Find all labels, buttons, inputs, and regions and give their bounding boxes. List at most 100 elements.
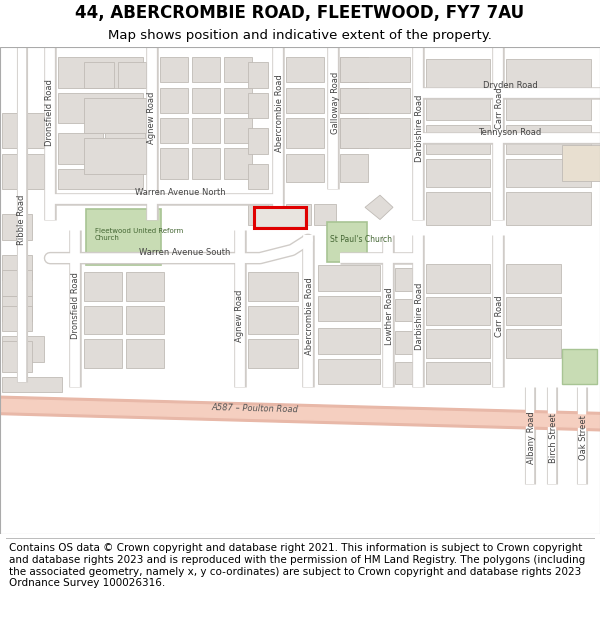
Bar (506, 159, 591, 187)
Bar (506, 192, 591, 224)
Bar (160, 88, 188, 113)
Bar (318, 265, 380, 291)
Bar (340, 88, 410, 113)
Bar (286, 88, 324, 113)
Bar (58, 92, 143, 123)
Polygon shape (0, 396, 600, 431)
Bar (192, 57, 220, 82)
Text: Galloway Road: Galloway Road (331, 72, 340, 134)
Bar (84, 272, 122, 301)
Bar (426, 91, 490, 120)
Text: A587 – Poulton Road: A587 – Poulton Road (211, 402, 299, 414)
Bar (286, 57, 324, 82)
Bar (224, 88, 252, 113)
Bar (426, 264, 490, 292)
Text: Fleetwood United Reform
Church: Fleetwood United Reform Church (95, 228, 183, 241)
Bar (255, 208, 305, 227)
Bar (2, 336, 44, 362)
Bar (340, 57, 410, 82)
Bar (254, 208, 306, 227)
Bar (2, 113, 44, 148)
Bar (160, 57, 188, 82)
Bar (426, 329, 490, 357)
Bar (426, 125, 490, 154)
Bar (340, 88, 368, 113)
Text: Darbishire Road: Darbishire Road (415, 282, 425, 350)
Bar (506, 329, 561, 357)
Text: Agnew Road: Agnew Road (235, 290, 245, 342)
Bar (248, 306, 298, 334)
Bar (248, 272, 298, 301)
Text: Warren Avenue North: Warren Avenue North (134, 188, 226, 197)
Bar (2, 270, 32, 296)
Bar (395, 268, 413, 291)
Bar (2, 296, 32, 321)
Text: Birch Street: Birch Street (550, 413, 559, 463)
Bar (426, 297, 490, 325)
Bar (426, 362, 490, 384)
Bar (58, 133, 103, 164)
Bar (318, 328, 380, 354)
Bar (126, 306, 164, 334)
Polygon shape (0, 399, 600, 428)
Text: Dronsfield Road: Dronsfield Road (46, 79, 55, 146)
Bar (248, 92, 268, 118)
Text: Map shows position and indicative extent of the property.: Map shows position and indicative extent… (108, 29, 492, 42)
Bar (248, 62, 268, 88)
Text: St Paul's Church: St Paul's Church (330, 236, 392, 244)
Bar (340, 118, 410, 148)
Bar (105, 133, 145, 164)
Text: Abercrombie Road: Abercrombie Road (305, 277, 314, 355)
Bar (340, 118, 368, 148)
Bar (506, 59, 591, 88)
Text: Contains OS data © Crown copyright and database right 2021. This information is : Contains OS data © Crown copyright and d… (9, 543, 585, 588)
Bar (58, 57, 143, 88)
Polygon shape (365, 195, 393, 219)
Bar (84, 306, 122, 334)
Bar (562, 146, 600, 181)
Bar (248, 128, 268, 154)
Bar (426, 192, 490, 224)
Bar (327, 221, 367, 262)
Bar (562, 349, 597, 384)
Bar (286, 204, 311, 224)
Bar (395, 299, 413, 321)
Text: Darbishire Road: Darbishire Road (415, 94, 425, 162)
Bar (248, 339, 298, 367)
Bar (160, 148, 188, 179)
Bar (506, 125, 591, 154)
Bar (2, 255, 32, 281)
Text: Ribble Road: Ribble Road (17, 194, 26, 245)
Bar (224, 57, 252, 82)
Bar (314, 204, 336, 224)
Text: Tennyson Road: Tennyson Road (478, 127, 542, 137)
Bar (192, 88, 220, 113)
Bar (248, 204, 268, 224)
Bar (2, 306, 32, 331)
Bar (84, 62, 114, 88)
Bar (224, 118, 252, 143)
Bar (286, 118, 324, 148)
Text: Lowther Road: Lowther Road (386, 288, 395, 345)
Bar (2, 341, 32, 372)
Bar (318, 296, 380, 321)
Bar (506, 297, 561, 325)
Text: Abercrombie Road: Abercrombie Road (275, 74, 284, 152)
Text: Warren Avenue South: Warren Avenue South (139, 248, 230, 256)
Bar (126, 272, 164, 301)
Bar (340, 57, 368, 82)
Bar (86, 209, 161, 265)
Bar (58, 169, 143, 189)
Bar (2, 154, 44, 189)
Bar (395, 331, 413, 354)
Text: Dronsfield Road: Dronsfield Road (71, 272, 79, 339)
Bar (395, 362, 413, 384)
Bar (160, 118, 188, 143)
Bar (118, 62, 146, 88)
Bar (426, 159, 490, 187)
Bar (224, 148, 252, 179)
Bar (248, 164, 268, 189)
Text: Albany Road: Albany Road (527, 411, 536, 464)
Text: Carr Road: Carr Road (496, 87, 505, 129)
Bar (426, 59, 490, 88)
